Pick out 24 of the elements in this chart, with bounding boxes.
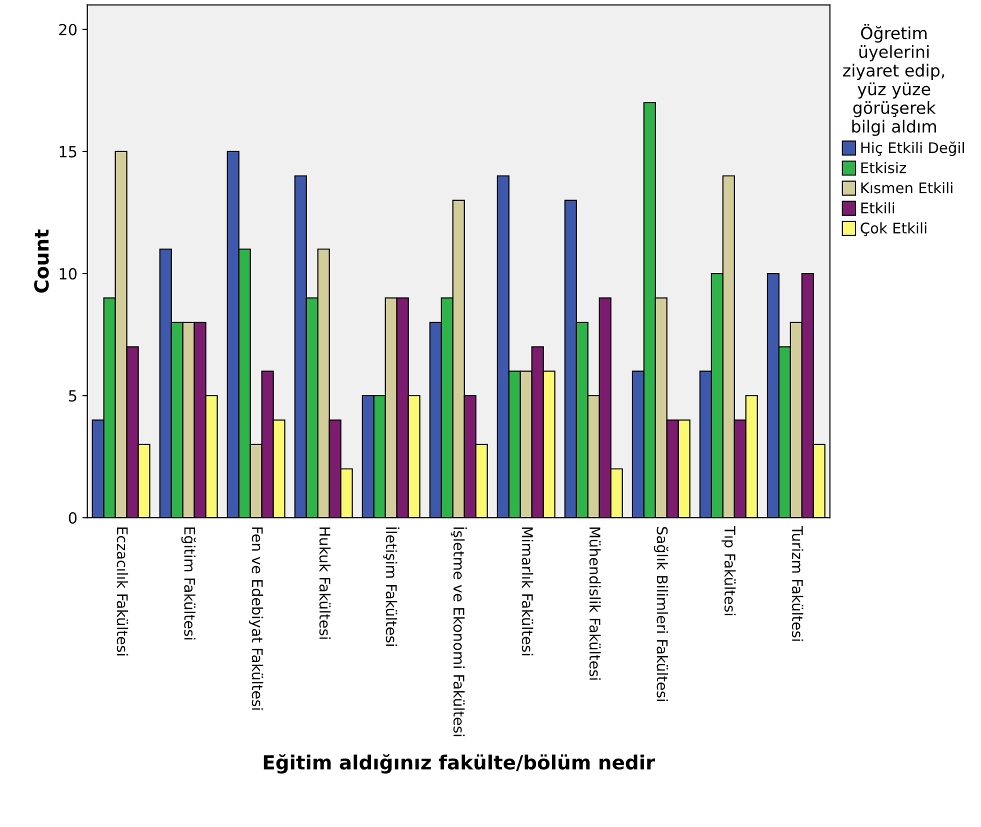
legend-label: Çok Etkili <box>860 222 926 236</box>
y-tick-label: 5 <box>69 390 76 402</box>
legend-label: Etkili <box>861 202 894 214</box>
x-tick-label: İşletme ve Ekonomi Fakültesi <box>450 527 467 736</box>
x-tick-label: İletişim Fakültesi <box>383 527 400 646</box>
x-tick-label: Eğitim Fakültesi <box>181 527 196 640</box>
x-tick-label: Tıp Fakültesi <box>722 526 736 616</box>
legend-label: Hiç Etkili Değil <box>861 142 964 156</box>
x-tick-label: Mühendislik Fakültesi <box>589 527 601 680</box>
x-tick-label: Turizm Fakültesi <box>792 526 804 641</box>
legend-label: Etkisiz <box>861 162 906 174</box>
x-tick-label: Hukuk Fakültesi <box>319 527 331 639</box>
x-tick-label: Sağlık Bilimleri Fakültesi <box>654 526 668 701</box>
x-tick-label: Fen ve Edebiyat Fakültesi <box>249 527 264 710</box>
y-tick-label: 10 <box>60 268 77 280</box>
x-tick-label: Eczacılık Fakültesi <box>116 527 128 656</box>
y-tick-label: 20 <box>59 24 77 36</box>
x-tick-label: Mimarlık Fakültesi <box>522 527 534 656</box>
legend-label: Kısmen Etkili <box>861 182 952 194</box>
legend-title: Öğretim üyelerini ziyaret edip, yüz yüze görüşerek bilgi aldım <box>843 24 944 136</box>
x-axis-title: Eğitim aldığınız fakülte/bölüm nedir <box>264 754 656 774</box>
y-tick-label: 0 <box>68 512 77 524</box>
y-tick-label: 15 <box>60 146 76 158</box>
y-axis-title: Count <box>34 229 49 293</box>
